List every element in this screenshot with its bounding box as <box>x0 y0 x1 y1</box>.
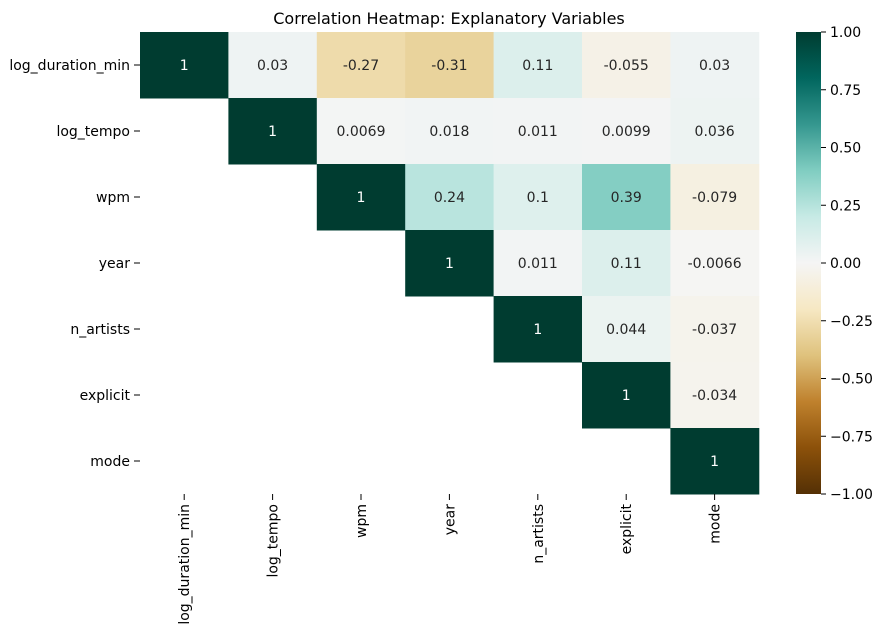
heatmap-cell <box>405 32 495 99</box>
cell-value-label: -0.055 <box>604 58 649 74</box>
heatmap-cell <box>493 32 583 99</box>
heatmap-cell <box>582 164 671 231</box>
colorbar-tick-label: 0.00 <box>830 256 861 272</box>
colorbar-gradient <box>796 32 821 494</box>
heatmap-cell <box>582 362 671 429</box>
column-tick-label: n_artists <box>531 504 547 564</box>
cell-value-label: 0.0099 <box>602 124 651 140</box>
row-tick-label: mode <box>90 454 130 470</box>
cell-value-label: 1 <box>622 388 631 404</box>
colorbar-tick-label: −0.25 <box>830 314 873 330</box>
cell-value-label: -0.0066 <box>688 256 742 272</box>
cell-value-label: 1 <box>180 58 189 74</box>
heatmap-cell <box>405 98 495 165</box>
heatmap-cell <box>670 164 760 231</box>
row-tick-label: log_duration_min <box>9 58 130 74</box>
heatmap-cell <box>670 230 760 297</box>
heatmap-cells: 1 0.03 -0.27 -0.31 0.11 -0.055 0.031 0.0069 0.01… <box>140 32 760 495</box>
heatmap-cell <box>140 32 229 99</box>
row-tick-label: log_tempo <box>56 124 130 140</box>
cell-value-label: 0.03 <box>699 58 730 74</box>
cell-value-label: -0.079 <box>692 190 737 206</box>
heatmap-cell <box>405 164 495 231</box>
heatmap-cell <box>670 362 760 429</box>
heatmap-cell <box>228 32 318 99</box>
cell-value-label: 0.044 <box>606 322 646 338</box>
cell-value-label: 0.24 <box>434 190 465 206</box>
cell-value-label: 0.11 <box>611 256 642 272</box>
colorbar-tick-label: 0.75 <box>830 83 861 99</box>
cell-value-label: 0.39 <box>611 190 642 206</box>
cell-value-label: -0.037 <box>692 322 737 338</box>
cell-value-label: -0.034 <box>692 388 737 404</box>
colorbar-tick-label: 0.50 <box>830 141 861 157</box>
cell-value-label: 0.036 <box>695 124 735 140</box>
heatmap-cell <box>493 230 583 297</box>
heatmap-cell <box>582 98 671 165</box>
cell-value-label: 0.1 <box>527 190 549 206</box>
cell-value-label: 0.011 <box>518 124 558 140</box>
cell-value-label: 1 <box>268 124 277 140</box>
heatmap-cell <box>405 230 495 297</box>
cell-value-label: 0.011 <box>518 256 558 272</box>
heatmap-cell <box>582 230 671 297</box>
heatmap-cell <box>228 98 318 165</box>
heatmap-cell <box>316 32 406 99</box>
column-tick-label: log_duration_min <box>177 504 193 625</box>
cell-value-label: 1 <box>445 256 454 272</box>
heatmap-cell <box>316 164 406 231</box>
row-tick-label: explicit <box>80 388 131 404</box>
heatmap-cell <box>670 32 760 99</box>
heatmap-cell <box>670 98 760 165</box>
chart-title: Correlation Heatmap: Explanatory Variabl… <box>273 9 625 28</box>
column-tick-label: year <box>442 504 458 535</box>
column-tick-label: mode <box>708 504 724 544</box>
cell-value-label: -0.31 <box>431 58 467 74</box>
column-tick-label: log_tempo <box>266 504 282 578</box>
colorbar-tick-label: 1.00 <box>830 25 861 41</box>
row-tick-label: year <box>99 256 130 272</box>
column-tick-label: wpm <box>354 504 370 538</box>
cell-value-label: 1 <box>533 322 542 338</box>
cell-value-label: 0.0069 <box>337 124 386 140</box>
colorbar-tick-label: 0.25 <box>830 198 861 214</box>
heatmap-cell <box>493 164 583 231</box>
colorbar-tick-label: −1.00 <box>830 487 873 503</box>
cell-value-label: 1 <box>357 190 366 206</box>
cell-value-label: 0.11 <box>522 58 553 74</box>
colorbar: 1.00 0.75 0.50 0.25 0.00 −0.25 −0.50 −0.75 −1.00 <box>796 25 873 503</box>
colorbar-tick-label: −0.50 <box>830 372 873 388</box>
heatmap-cell <box>670 296 760 363</box>
cell-value-label: 0.03 <box>257 58 288 74</box>
column-tick-label: explicit <box>619 504 635 555</box>
column-tick-labels: log_duration_min log_tempo wpm year n_artist… <box>177 494 724 625</box>
heatmap-cell <box>493 98 583 165</box>
heatmap-cell <box>582 32 671 99</box>
heatmap-cell <box>582 296 671 363</box>
row-tick-label: wpm <box>96 190 130 206</box>
cell-value-label: 0.018 <box>429 124 469 140</box>
cell-value-label: 1 <box>710 454 719 470</box>
heatmap-cell <box>493 296 583 363</box>
heatmap-cell <box>670 428 760 495</box>
colorbar-tick-label: −0.75 <box>830 429 873 445</box>
heatmap-cell <box>316 98 406 165</box>
cell-value-label: -0.27 <box>343 58 379 74</box>
row-tick-label: n_artists <box>70 322 130 338</box>
